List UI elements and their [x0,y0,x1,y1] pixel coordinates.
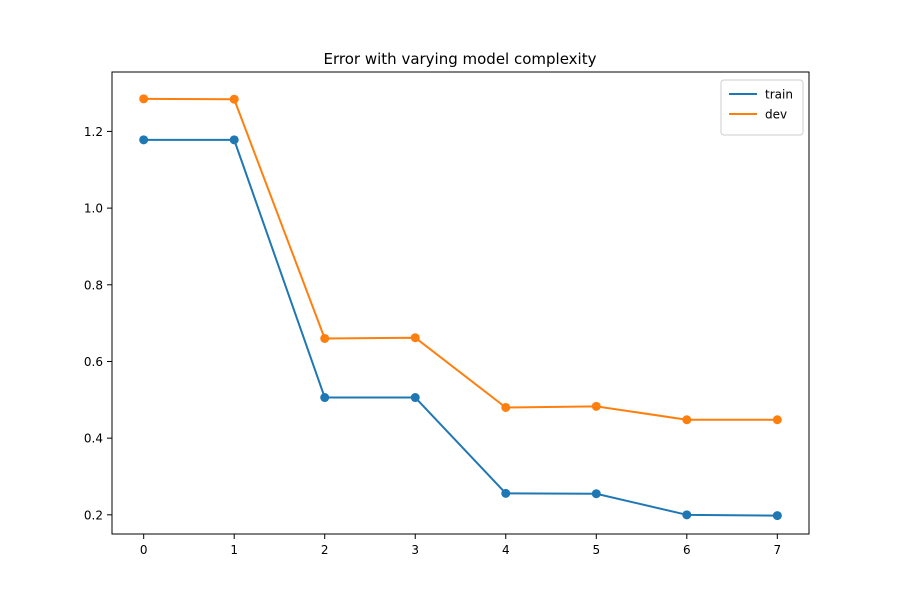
series-train [139,135,782,521]
series-line-train [143,138,778,517]
legend: train dev [720,79,804,136]
data-point-dev [139,94,149,104]
y-tick-label: 0.8 [84,278,103,292]
x-tick-label: 0 [140,543,148,557]
data-point-train [591,489,601,499]
y-axis: 0.2 0.4 0.6 0.8 1.0 1.2 [84,125,112,522]
x-tick-label: 2 [321,543,329,557]
chart-title: Error with varying model complexity [324,50,597,68]
data-point-dev [320,333,330,343]
data-point-train [501,488,511,498]
data-point-dev [682,415,692,425]
y-tick-label: 1.0 [84,202,103,216]
data-point-dev [772,415,782,425]
data-point-train [320,393,330,403]
legend-label-train: train [765,88,793,102]
series-layer [139,94,782,521]
x-tick-label: 1 [230,543,238,557]
data-point-train [229,135,239,145]
y-tick-label: 0.4 [84,432,103,446]
data-point-train [139,135,149,145]
x-tick-label: 5 [592,543,600,557]
data-point-train [410,393,420,403]
plot-area [111,71,810,535]
x-tick-label: 7 [773,543,781,557]
x-tick-label: 3 [411,543,419,557]
x-tick-label: 6 [683,543,691,557]
data-point-dev [501,402,511,412]
y-tick-label: 1.2 [84,125,103,139]
data-point-train [682,510,692,520]
data-point-dev [591,401,601,411]
series-line-dev [143,97,778,421]
y-tick-label: 0.6 [84,355,103,369]
data-point-train [772,511,782,521]
data-point-dev [410,333,420,343]
x-axis: 0 1 2 3 4 5 6 7 [140,534,781,557]
y-tick-label: 0.2 [84,508,103,522]
series-dev [139,94,782,425]
data-point-dev [229,94,239,104]
legend-label-dev: dev [765,108,787,122]
x-tick-label: 4 [502,543,510,557]
